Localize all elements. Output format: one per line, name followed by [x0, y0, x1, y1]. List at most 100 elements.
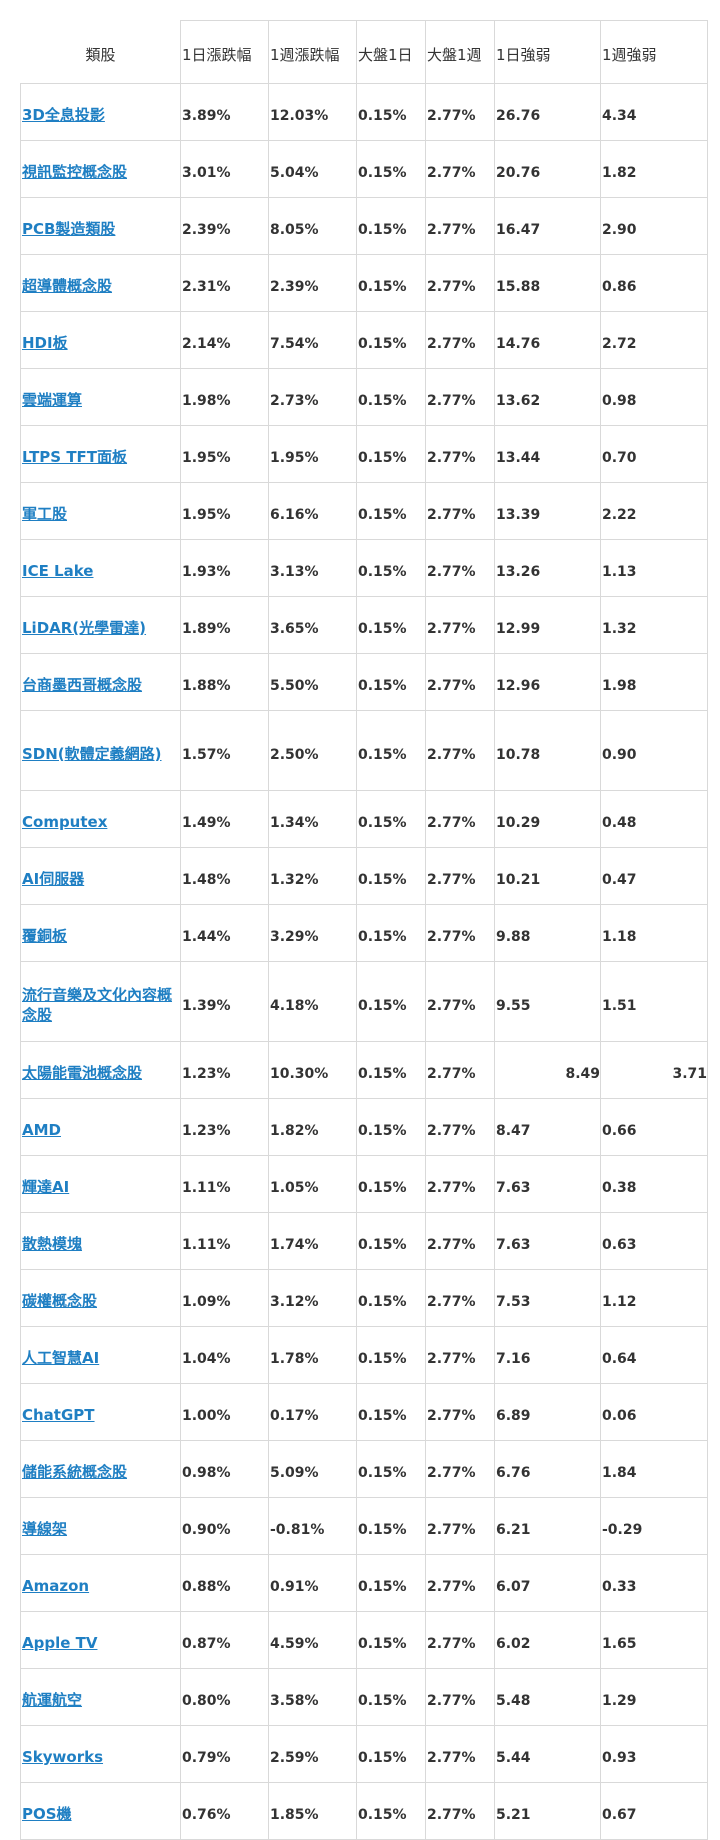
sector-link[interactable]: 3D全息投影 [22, 106, 105, 124]
market-1d-cell: 0.15% [356, 961, 426, 1042]
market-1d-cell: 0.15% [356, 197, 426, 255]
market-1w-cell: 2.77% [425, 1155, 495, 1213]
strength-1w-cell: 1.32 [600, 596, 708, 654]
market-1d-cell: 0.15% [356, 1782, 426, 1840]
table-row: Apple TV 0.87% 4.59% 0.15% 2.77% 6.02 1.65 [20, 1611, 708, 1669]
change-1w-cell: 1.34% [268, 790, 357, 848]
sector-link[interactable]: 碳權概念股 [22, 1292, 98, 1310]
sector-cell: ICE Lake [20, 539, 181, 597]
strength-1d-cell: 7.63 [494, 1155, 601, 1213]
table-row: 人工智慧AI 1.04% 1.78% 0.15% 2.77% 7.16 0.64 [20, 1326, 708, 1384]
strength-1d-cell: 10.21 [494, 847, 601, 905]
sector-link[interactable]: 雲端運算 [22, 391, 83, 409]
market-1w-cell: 2.77% [425, 1269, 495, 1327]
sector-cell: 導線架 [20, 1497, 181, 1555]
sector-cell: Computex [20, 790, 181, 848]
change-1d-cell: 3.89% [180, 83, 269, 141]
sector-link[interactable]: 太陽能電池概念股 [22, 1064, 143, 1082]
table-row: 軍工股 1.95% 6.16% 0.15% 2.77% 13.39 2.22 [20, 482, 708, 540]
market-1d-cell: 0.15% [356, 1326, 426, 1384]
sector-link[interactable]: 台商墨西哥概念股 [22, 676, 143, 694]
sector-link[interactable]: 導線架 [22, 1520, 68, 1538]
strength-1w-cell: 1.98 [600, 653, 708, 711]
table-row: 流行音樂及文化內容概念股 1.39% 4.18% 0.15% 2.77% 9.55 1.51 [20, 961, 708, 1042]
market-1d-cell: 0.15% [356, 539, 426, 597]
change-1d-cell: 3.01% [180, 140, 269, 198]
sector-link[interactable]: PCB製造類股 [22, 220, 116, 238]
sector-link[interactable]: 視訊監控概念股 [22, 163, 128, 181]
change-1d-cell: 1.09% [180, 1269, 269, 1327]
table-row: 視訊監控概念股 3.01% 5.04% 0.15% 2.77% 20.76 1.82 [20, 140, 708, 198]
change-1w-cell: 1.78% [268, 1326, 357, 1384]
sector-link[interactable]: ICE Lake [22, 562, 94, 580]
sector-link[interactable]: 航運航空 [22, 1691, 83, 1709]
sector-link[interactable]: AMD [22, 1121, 61, 1139]
sector-cell: 台商墨西哥概念股 [20, 653, 181, 711]
sector-link[interactable]: 超導體概念股 [22, 277, 113, 295]
market-1d-cell: 0.15% [356, 140, 426, 198]
sector-link[interactable]: Computex [22, 813, 108, 831]
header-1d-change: 1日漲跌幅 [180, 20, 269, 84]
market-1d-cell: 0.15% [356, 1269, 426, 1327]
sector-link[interactable]: POS機 [22, 1805, 72, 1823]
strength-1w-cell: 0.90 [600, 710, 708, 791]
sector-link[interactable]: Amazon [22, 1577, 90, 1595]
table-row: PCB製造類股 2.39% 8.05% 0.15% 2.77% 16.47 2.90 [20, 197, 708, 255]
table-row: 散熱模塊 1.11% 1.74% 0.15% 2.77% 7.63 0.63 [20, 1212, 708, 1270]
strength-1w-cell: 1.51 [600, 961, 708, 1042]
sector-link[interactable]: Apple TV [22, 1634, 98, 1652]
sector-link[interactable]: 人工智慧AI [22, 1349, 100, 1367]
sector-link[interactable]: 軍工股 [22, 505, 68, 523]
market-1d-cell: 0.15% [356, 1611, 426, 1669]
sector-cell: SDN(軟體定義網路) [20, 710, 181, 791]
sector-link[interactable]: ChatGPT [22, 1406, 95, 1424]
sector-link[interactable]: Skyworks [22, 1748, 104, 1766]
change-1w-cell: 8.05% [268, 197, 357, 255]
market-1d-cell: 0.15% [356, 1212, 426, 1270]
strength-1d-cell: 13.62 [494, 368, 601, 426]
sector-link[interactable]: AI伺服器 [22, 870, 85, 888]
change-1w-cell: 6.16% [268, 482, 357, 540]
sector-cell: AMD [20, 1098, 181, 1156]
change-1d-cell: 2.39% [180, 197, 269, 255]
table-row: 航運航空 0.80% 3.58% 0.15% 2.77% 5.48 1.29 [20, 1668, 708, 1726]
strength-1d-cell: 14.76 [494, 311, 601, 369]
sector-link[interactable]: 輝達AI [22, 1178, 70, 1196]
strength-1d-cell: 16.47 [494, 197, 601, 255]
sector-cell: LTPS TFT面板 [20, 425, 181, 483]
sector-link[interactable]: SDN(軟體定義網路) [22, 744, 162, 763]
change-1w-cell: 2.59% [268, 1725, 357, 1783]
sector-cell: 輝達AI [20, 1155, 181, 1213]
strength-1d-cell: 8.49 [494, 1041, 601, 1099]
change-1d-cell: 1.49% [180, 790, 269, 848]
market-1w-cell: 2.77% [425, 1668, 495, 1726]
market-1d-cell: 0.15% [356, 710, 426, 791]
market-1w-cell: 2.77% [425, 539, 495, 597]
sector-strength-table-container: 類股 1日漲跌幅 1週漲跌幅 大盤1日 大盤1週 1日強弱 1週強弱 3D全息投… [20, 20, 708, 1840]
change-1w-cell: 0.91% [268, 1554, 357, 1612]
sector-link[interactable]: 散熱模塊 [22, 1235, 83, 1253]
change-1d-cell: 0.90% [180, 1497, 269, 1555]
sector-link[interactable]: HDI板 [22, 334, 68, 352]
change-1d-cell: 0.87% [180, 1611, 269, 1669]
market-1w-cell: 2.77% [425, 140, 495, 198]
market-1w-cell: 2.77% [425, 482, 495, 540]
sector-link[interactable]: LTPS TFT面板 [22, 448, 128, 466]
market-1w-cell: 2.77% [425, 1326, 495, 1384]
strength-1d-cell: 6.76 [494, 1440, 601, 1498]
sector-link[interactable]: LiDAR(光學雷達) [22, 619, 147, 637]
market-1w-cell: 2.77% [425, 368, 495, 426]
sector-cell: 3D全息投影 [20, 83, 181, 141]
strength-1d-cell: 8.47 [494, 1098, 601, 1156]
table-row: ICE Lake 1.93% 3.13% 0.15% 2.77% 13.26 1.13 [20, 539, 708, 597]
table-row: 覆銅板 1.44% 3.29% 0.15% 2.77% 9.88 1.18 [20, 904, 708, 962]
market-1d-cell: 0.15% [356, 425, 426, 483]
market-1d-cell: 0.15% [356, 653, 426, 711]
strength-1w-cell: 1.84 [600, 1440, 708, 1498]
change-1d-cell: 0.88% [180, 1554, 269, 1612]
change-1w-cell: 3.65% [268, 596, 357, 654]
sector-link[interactable]: 流行音樂及文化內容概念股 [22, 985, 173, 1024]
sector-link[interactable]: 覆銅板 [22, 927, 68, 945]
table-row: POS機 0.76% 1.85% 0.15% 2.77% 5.21 0.67 [20, 1782, 708, 1840]
sector-link[interactable]: 儲能系統概念股 [22, 1463, 128, 1481]
